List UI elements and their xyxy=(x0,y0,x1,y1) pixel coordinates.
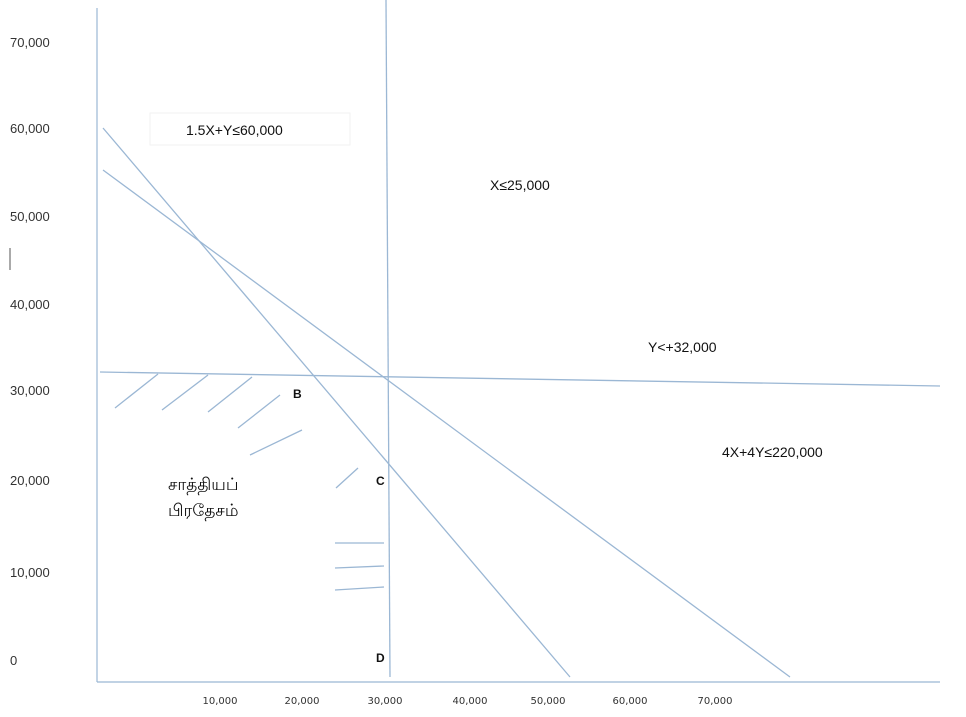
x-axis-ticks: 10,000 20,000 30,000 40,000 50,000 60,000 70,0… xyxy=(203,696,733,707)
y-tick-label: 0 xyxy=(10,653,17,668)
corner-points: B C D xyxy=(293,387,385,665)
x-tick-label: 20,000 xyxy=(285,696,320,707)
hatch-mark xyxy=(161,374,209,411)
x-tick-label: 30,000 xyxy=(368,696,403,707)
y-axis-ticks: 0 10,000 20,000 30,000 40,000 50,000 60,000 70,… xyxy=(10,35,50,668)
constraint-label-2: 4X+4Y≤220,000 xyxy=(722,444,823,460)
constraint-label-3: X≤25,000 xyxy=(490,177,550,193)
y-tick-label: 60,000 xyxy=(10,121,50,136)
point-label-c: C xyxy=(376,474,385,488)
constraint-line-3 xyxy=(385,0,391,678)
constraint-line-2 xyxy=(102,169,791,678)
label-box xyxy=(149,112,351,146)
hatch-mark xyxy=(335,467,359,489)
hatch-mark xyxy=(249,429,303,456)
point-label-d: D xyxy=(376,651,385,665)
x-tick-label: 10,000 xyxy=(203,696,238,707)
constraint-line-4 xyxy=(99,371,941,387)
x-tick-label: 40,000 xyxy=(453,696,488,707)
x-tick-label: 70,000 xyxy=(698,696,733,707)
region-label-line-2: பிரதேசம் xyxy=(168,501,239,521)
y-tick-label: 50,000 xyxy=(10,209,50,224)
point-label-b: B xyxy=(293,387,302,401)
hatch-mark xyxy=(334,565,385,569)
constraint-label-1: 1.5X+Y≤60,000 xyxy=(186,122,283,138)
hatch-mark xyxy=(334,586,385,591)
hatch-mark xyxy=(114,373,159,409)
hatch-mark xyxy=(207,376,253,413)
constraint-line-1 xyxy=(102,127,571,678)
feasible-region-hatching xyxy=(114,373,385,591)
hatch-mark xyxy=(237,394,281,429)
x-tick-label: 60,000 xyxy=(613,696,648,707)
y-tick-label: 20,000 xyxy=(10,473,50,488)
x-tick-label: 50,000 xyxy=(531,696,566,707)
constraint-label-4: Y<+32,000 xyxy=(648,339,717,355)
axes xyxy=(9,8,940,683)
constraint-lines xyxy=(99,0,941,678)
y-tick-label: 30,000 xyxy=(10,383,50,398)
y-tick-label: 10,000 xyxy=(10,565,50,580)
constraint-labels: 1.5X+Y≤60,000 4X+4Y≤220,000 X≤25,000 Y<+32,… xyxy=(149,112,823,460)
region-label-line-1: சாத்தியப் xyxy=(168,475,239,495)
y-tick-label: 70,000 xyxy=(10,35,50,50)
y-tick-label: 40,000 xyxy=(10,297,50,312)
